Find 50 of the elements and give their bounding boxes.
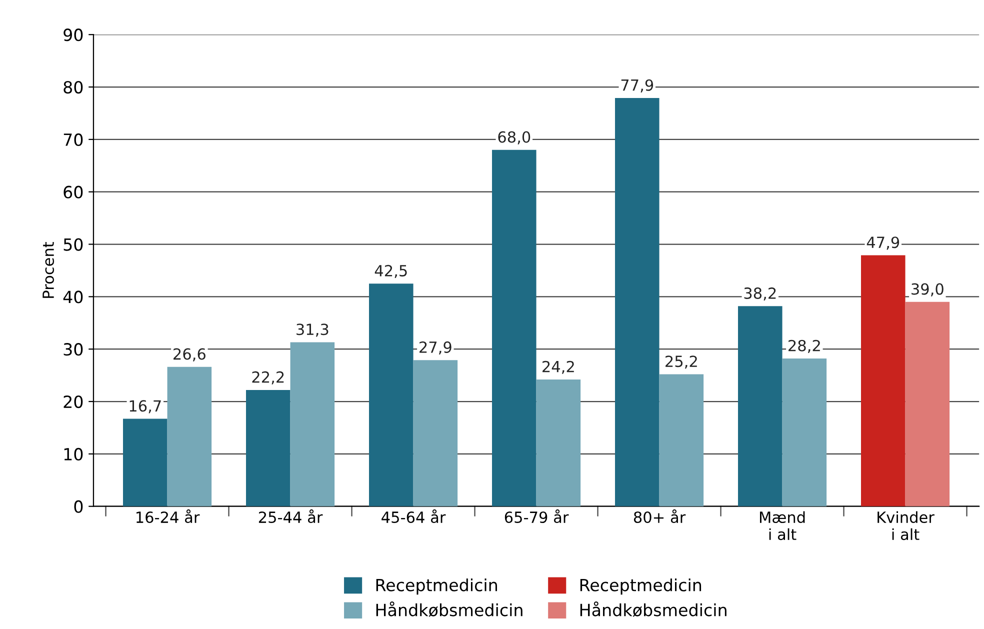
x-tick-label: Mænd i alt xyxy=(760,511,805,540)
bar xyxy=(536,379,581,506)
data-label: 25,2 xyxy=(666,356,697,369)
y-tick-label: 90 xyxy=(64,28,83,42)
y-tick-label: 70 xyxy=(64,133,83,146)
data-label: 39,0 xyxy=(912,283,944,296)
bar xyxy=(905,302,950,506)
data-label: 28,2 xyxy=(788,340,820,353)
data-label: 68,0 xyxy=(498,131,530,144)
bar xyxy=(413,360,458,506)
legend-label: Receptmedicin xyxy=(376,578,497,595)
x-tick-label: 16-24 år xyxy=(136,509,200,524)
data-label: 47,9 xyxy=(866,236,900,250)
data-label: 38,2 xyxy=(744,287,776,301)
legend-label: Håndkøbsmedicin xyxy=(376,601,522,617)
y-tick-label: 30 xyxy=(64,343,83,356)
bar xyxy=(123,418,168,506)
legend-label: Håndkøbsmedicin xyxy=(580,601,726,617)
x-tick-label: 25-44 år xyxy=(258,509,323,524)
legend-label: Receptmedicin xyxy=(580,578,702,595)
bar xyxy=(738,306,782,506)
y-tick-label: 20 xyxy=(64,395,83,408)
data-label: 16,7 xyxy=(130,400,161,414)
data-label: 31,3 xyxy=(296,324,328,337)
bar xyxy=(290,342,335,506)
bar xyxy=(659,374,704,506)
x-tick-label: 65-79 år xyxy=(504,509,569,524)
bar xyxy=(861,255,906,506)
bar xyxy=(782,358,827,506)
data-label: 42,5 xyxy=(374,264,407,278)
data-label: 24,2 xyxy=(542,360,574,374)
y-tick-label: 0 xyxy=(74,500,83,513)
y-axis-title: Procent xyxy=(42,242,54,298)
x-tick-label: Kvinder i alt xyxy=(878,511,934,540)
y-tick-label: 50 xyxy=(64,238,83,251)
data-label: 77,9 xyxy=(621,79,654,92)
y-tick-label: 80 xyxy=(64,80,83,94)
data-label: 26,6 xyxy=(174,348,206,362)
bar xyxy=(369,284,414,506)
bar xyxy=(167,366,212,506)
bar xyxy=(615,98,660,506)
bar xyxy=(492,150,536,506)
x-tick-label: 45-64 år xyxy=(382,509,446,524)
y-tick-label: 10 xyxy=(64,448,83,460)
data-label: 22,2 xyxy=(252,371,284,384)
y-tick-label: 60 xyxy=(64,186,83,198)
x-tick-label: 80+ år xyxy=(634,509,686,524)
y-tick-label: 40 xyxy=(63,290,83,304)
data-label: 27,9 xyxy=(420,341,452,355)
bar xyxy=(246,390,290,506)
